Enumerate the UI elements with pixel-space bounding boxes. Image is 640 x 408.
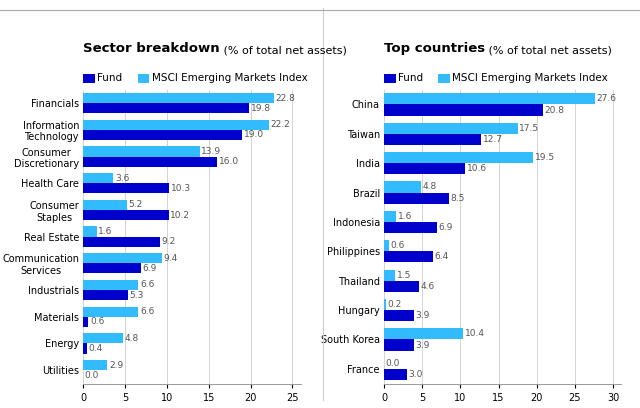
Text: 19.0: 19.0: [244, 131, 264, 140]
Text: 3.9: 3.9: [415, 311, 429, 320]
Text: 19.5: 19.5: [534, 153, 555, 162]
Bar: [384, 339, 414, 350]
Bar: [83, 306, 138, 317]
Text: 3.0: 3.0: [408, 370, 423, 379]
Bar: [83, 333, 124, 344]
Text: 4.6: 4.6: [420, 282, 435, 291]
Text: 6.9: 6.9: [438, 223, 452, 232]
Bar: [83, 157, 217, 167]
Text: 22.2: 22.2: [271, 120, 291, 129]
Bar: [384, 299, 385, 310]
Bar: [83, 183, 170, 193]
Text: 10.4: 10.4: [465, 329, 485, 338]
Text: 16.0: 16.0: [219, 157, 239, 166]
Bar: [83, 210, 168, 220]
Bar: [83, 344, 86, 354]
Bar: [384, 328, 463, 339]
Text: 8.5: 8.5: [451, 194, 465, 203]
Text: Top countries: Top countries: [384, 42, 485, 55]
Text: 1.6: 1.6: [99, 227, 113, 236]
Text: 0.6: 0.6: [90, 317, 104, 326]
Bar: [384, 222, 436, 233]
Text: MSCI Emerging Markets Index: MSCI Emerging Markets Index: [152, 73, 307, 83]
Text: 9.2: 9.2: [162, 237, 176, 246]
Text: Sector breakdown: Sector breakdown: [83, 42, 220, 55]
Text: 5.2: 5.2: [129, 200, 143, 209]
Text: 3.9: 3.9: [415, 341, 429, 350]
Bar: [83, 173, 113, 183]
Text: 10.6: 10.6: [467, 164, 486, 173]
Text: 27.6: 27.6: [596, 94, 616, 103]
Text: Fund: Fund: [97, 73, 122, 83]
Text: 6.4: 6.4: [435, 253, 449, 262]
Text: 10.3: 10.3: [171, 184, 191, 193]
Bar: [384, 310, 414, 321]
Bar: [384, 211, 396, 222]
Text: 4.8: 4.8: [422, 182, 436, 191]
Text: 1.5: 1.5: [397, 271, 412, 279]
Bar: [384, 182, 420, 193]
Bar: [384, 104, 543, 115]
Text: 6.6: 6.6: [140, 280, 154, 290]
Text: 3.6: 3.6: [115, 174, 129, 183]
Bar: [384, 240, 388, 251]
Text: Fund: Fund: [398, 73, 423, 83]
Text: 5.3: 5.3: [129, 290, 143, 299]
Text: 0.0: 0.0: [385, 359, 400, 368]
Bar: [83, 263, 141, 273]
Bar: [83, 120, 269, 130]
Bar: [384, 134, 481, 145]
Text: MSCI Emerging Markets Index: MSCI Emerging Markets Index: [452, 73, 608, 83]
Bar: [384, 193, 449, 204]
Text: 10.2: 10.2: [170, 211, 190, 220]
Text: 20.8: 20.8: [545, 106, 564, 115]
Text: 0.4: 0.4: [88, 344, 102, 353]
Bar: [384, 281, 419, 292]
Text: (% of total net assets): (% of total net assets): [485, 45, 612, 55]
Text: 0.6: 0.6: [390, 241, 404, 250]
Bar: [83, 360, 108, 370]
Text: 6.6: 6.6: [140, 307, 154, 316]
Bar: [384, 369, 407, 380]
Text: 19.8: 19.8: [251, 104, 271, 113]
Bar: [83, 290, 127, 300]
Text: 4.8: 4.8: [125, 334, 140, 343]
Bar: [384, 93, 595, 104]
Text: 6.9: 6.9: [143, 264, 157, 273]
Text: 0.0: 0.0: [85, 371, 99, 380]
Bar: [83, 317, 88, 327]
Text: 2.9: 2.9: [109, 361, 124, 370]
Bar: [83, 103, 249, 113]
Bar: [83, 237, 160, 247]
Bar: [83, 280, 138, 290]
Text: 0.2: 0.2: [387, 300, 401, 309]
Bar: [384, 251, 433, 262]
Bar: [384, 270, 396, 281]
Text: (% of total net assets): (% of total net assets): [220, 45, 347, 55]
Bar: [83, 253, 162, 263]
Text: 22.8: 22.8: [276, 93, 296, 102]
Bar: [384, 163, 465, 174]
Bar: [83, 226, 97, 237]
Bar: [83, 200, 127, 210]
Bar: [83, 146, 200, 157]
Bar: [384, 152, 533, 163]
Bar: [83, 130, 242, 140]
Bar: [384, 123, 518, 134]
Text: 12.7: 12.7: [483, 135, 502, 144]
Bar: [83, 93, 274, 103]
Text: 1.6: 1.6: [397, 212, 412, 221]
Text: 13.9: 13.9: [201, 147, 221, 156]
Text: 17.5: 17.5: [519, 124, 540, 133]
Text: 9.4: 9.4: [164, 254, 178, 263]
